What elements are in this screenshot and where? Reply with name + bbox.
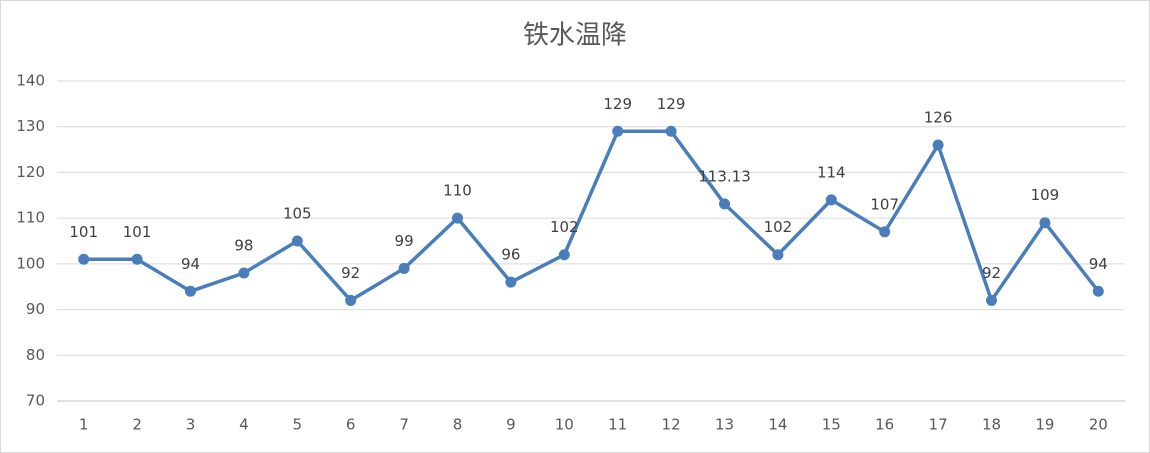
y-tick-label: 70 xyxy=(26,392,45,410)
data-point xyxy=(986,294,997,306)
data-point xyxy=(398,262,410,274)
data-point xyxy=(879,226,891,238)
x-tick-label: 14 xyxy=(768,416,787,434)
value-label: 96 xyxy=(501,246,520,264)
data-point xyxy=(825,194,837,206)
data-point xyxy=(1039,217,1051,229)
data-point xyxy=(772,249,784,261)
value-label: 92 xyxy=(982,264,1001,282)
x-tick-label: 17 xyxy=(929,416,948,434)
data-line xyxy=(83,129,1100,303)
value-label: 113.13 xyxy=(698,167,751,185)
x-tick-label: 16 xyxy=(875,416,894,434)
x-tick-label: 2 xyxy=(132,416,142,434)
value-label: 94 xyxy=(1089,255,1108,273)
value-label: 102 xyxy=(550,218,579,236)
value-label: 98 xyxy=(234,237,253,255)
x-tick-label: 6 xyxy=(346,416,356,434)
y-tick-label: 90 xyxy=(26,300,45,318)
x-tick-label: 15 xyxy=(822,416,841,434)
data-point xyxy=(345,294,357,306)
value-label: 101 xyxy=(123,223,152,241)
data-point xyxy=(1092,285,1104,297)
value-label: 92 xyxy=(341,264,360,282)
data-point xyxy=(665,125,677,137)
x-tick-label: 1 xyxy=(79,416,89,434)
x-tick-label: 8 xyxy=(453,416,463,434)
x-tick-label: 20 xyxy=(1089,416,1108,434)
x-tick-label: 11 xyxy=(608,416,627,434)
value-label: 94 xyxy=(181,255,200,273)
data-point xyxy=(185,285,196,297)
x-tick-label: 12 xyxy=(662,416,681,434)
y-tick-label: 80 xyxy=(26,346,45,364)
value-label: 99 xyxy=(395,232,414,250)
x-tick-label: 5 xyxy=(293,416,303,434)
value-label: 129 xyxy=(603,95,632,113)
value-label: 110 xyxy=(443,182,472,200)
x-tick-label: 9 xyxy=(506,416,516,434)
x-tick-label: 10 xyxy=(555,416,574,434)
x-tick-label: 13 xyxy=(715,416,734,434)
value-label: 126 xyxy=(924,109,953,127)
x-tick-label: 7 xyxy=(399,416,409,434)
value-label: 102 xyxy=(764,218,793,236)
data-point xyxy=(78,253,90,265)
value-label: 114 xyxy=(817,163,846,181)
y-tick-label: 120 xyxy=(16,163,45,181)
x-tick-label: 4 xyxy=(239,416,249,434)
x-tick-label: 18 xyxy=(982,416,1001,434)
value-label: 105 xyxy=(283,205,312,223)
data-point xyxy=(238,267,250,279)
x-tick-label: 19 xyxy=(1035,416,1054,434)
value-label: 109 xyxy=(1031,186,1060,204)
data-point xyxy=(612,125,624,137)
value-label: 101 xyxy=(69,223,98,241)
y-tick-label: 110 xyxy=(16,209,45,227)
x-tick-label: 3 xyxy=(186,416,196,434)
data-point xyxy=(932,139,944,151)
y-tick-label: 100 xyxy=(16,254,45,272)
y-tick-label: 130 xyxy=(16,117,45,135)
data-point xyxy=(291,235,303,247)
data-point xyxy=(452,212,463,224)
value-label: 107 xyxy=(870,195,899,213)
data-point xyxy=(131,253,143,265)
y-tick-label: 140 xyxy=(16,72,45,90)
data-point xyxy=(558,249,570,261)
chart-title: 铁水温降 xyxy=(523,21,627,51)
data-point xyxy=(505,276,517,288)
data-point xyxy=(719,198,730,210)
value-label: 129 xyxy=(657,95,686,113)
